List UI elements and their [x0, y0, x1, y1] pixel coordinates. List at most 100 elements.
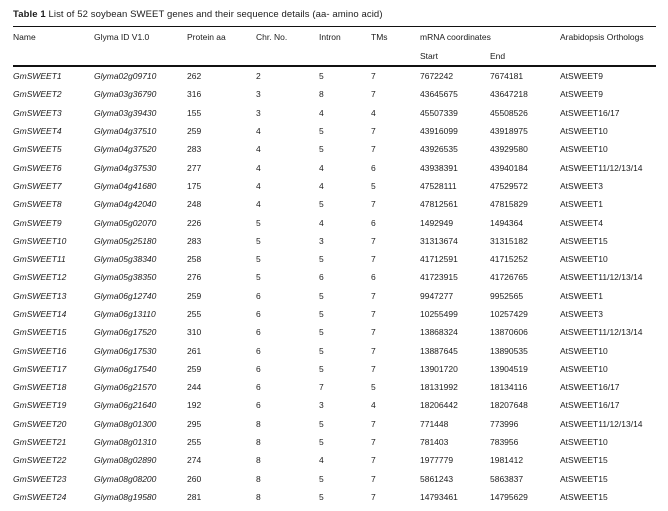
cell-protein-aa: 255 [187, 437, 202, 448]
cell-glyma-id: Glyma06g12740 [94, 290, 157, 301]
table-row: GmSWEET15 Glyma06g17520 310 6 5 7 138683… [13, 323, 656, 341]
cell-intron: 5 [319, 290, 324, 301]
cell-name: GmSWEET10 [13, 235, 67, 246]
cell-mrna-end: 18207648 [490, 400, 528, 411]
cell-tms: 7 [371, 235, 376, 246]
table-row: GmSWEET22 Glyma08g02890 274 8 4 7 197777… [13, 451, 656, 469]
cell-tms: 7 [371, 437, 376, 448]
cell-chr-no: 3 [256, 89, 261, 100]
cell-orthologs: AtSWEET10 [560, 437, 608, 448]
table-caption: Table 1 List of 52 soybean SWEET genes a… [13, 9, 656, 27]
cell-intron: 4 [319, 162, 324, 173]
cell-protein-aa: 175 [187, 180, 202, 191]
cell-mrna-start: 31313674 [420, 235, 458, 246]
cell-tms: 7 [371, 309, 376, 319]
cell-mrna-start: 13887645 [420, 345, 458, 356]
cell-tms: 7 [371, 290, 376, 301]
cell-mrna-end: 41715252 [490, 254, 528, 265]
cell-protein-aa: 295 [187, 418, 202, 429]
cell-orthologs: AtSWEET11/12/13/14 [560, 162, 643, 173]
cell-chr-no: 8 [256, 418, 261, 429]
cell-intron: 5 [319, 363, 324, 374]
table-row: GmSWEET17 Glyma06g17540 259 6 5 7 139017… [13, 360, 656, 378]
cell-name: GmSWEET8 [13, 199, 62, 210]
cell-orthologs: AtSWEET10 [560, 363, 608, 374]
cell-mrna-start: 1977779 [420, 455, 454, 466]
header-mrna-coordinates: mRNA coordinates [420, 31, 491, 42]
header-spacer [371, 46, 420, 66]
cell-glyma-id: Glyma08g01310 [94, 437, 157, 448]
table-description: List of 52 soybean SWEET genes and their… [45, 9, 383, 20]
cell-orthologs: AtSWEET9 [560, 89, 603, 100]
header-protein-aa: Protein aa [187, 31, 226, 42]
cell-protein-aa: 255 [187, 309, 202, 319]
cell-mrna-end: 43647218 [490, 89, 528, 100]
cell-intron: 3 [319, 400, 324, 411]
cell-protein-aa: 226 [187, 217, 202, 228]
cell-tms: 6 [371, 272, 376, 283]
cell-tms: 7 [371, 199, 376, 210]
table-row: GmSWEET23 Glyma08g08200 260 8 5 7 586124… [13, 470, 656, 488]
cell-protein-aa: 276 [187, 272, 202, 283]
cell-tms: 7 [371, 71, 376, 82]
cell-mrna-start: 18131992 [420, 382, 458, 393]
cell-chr-no: 6 [256, 400, 261, 411]
table-body: GmSWEET1 Glyma02g09710 262 2 5 7 7672242… [13, 66, 656, 506]
cell-tms: 7 [371, 345, 376, 356]
header-spacer [560, 46, 656, 66]
cell-chr-no: 8 [256, 473, 261, 484]
cell-intron: 5 [319, 345, 324, 356]
cell-tms: 6 [371, 162, 376, 173]
cell-protein-aa: 259 [187, 126, 202, 137]
header-row-sub: Start End [13, 46, 656, 66]
cell-intron: 6 [319, 272, 324, 283]
table-row: GmSWEET4 Glyma04g37510 259 4 5 7 4391609… [13, 122, 656, 140]
header-glyma-id: Glyma ID V1.0 [94, 31, 150, 42]
table-row: GmSWEET24 Glyma08g19580 281 8 5 7 147934… [13, 488, 656, 506]
cell-chr-no: 8 [256, 455, 261, 466]
table-row: GmSWEET21 Glyma08g01310 255 8 5 7 781403… [13, 433, 656, 451]
cell-mrna-start: 1492949 [420, 217, 454, 228]
cell-name: GmSWEET4 [13, 126, 62, 137]
cell-name: GmSWEET2 [13, 89, 62, 100]
cell-chr-no: 6 [256, 327, 261, 338]
cell-glyma-id: Glyma06g13110 [94, 309, 156, 319]
cell-intron: 4 [319, 455, 324, 466]
cell-mrna-end: 10257429 [490, 309, 528, 319]
cell-glyma-id: Glyma03g39430 [94, 107, 157, 118]
header-start: Start [420, 50, 438, 61]
cell-glyma-id: Glyma04g37510 [94, 126, 157, 137]
cell-orthologs: AtSWEET9 [560, 71, 603, 82]
cell-orthologs: AtSWEET11/12/13/14 [560, 272, 643, 283]
cell-protein-aa: 262 [187, 71, 202, 82]
cell-name: GmSWEET3 [13, 107, 62, 118]
cell-orthologs: AtSWEET10 [560, 144, 608, 155]
cell-tms: 7 [371, 254, 376, 265]
cell-mrna-start: 41712591 [420, 254, 458, 265]
cell-chr-no: 5 [256, 272, 261, 283]
cell-name: GmSWEET11 [13, 254, 66, 265]
header-spacer [13, 46, 94, 66]
cell-protein-aa: 277 [187, 162, 202, 173]
cell-mrna-end: 13890535 [490, 345, 528, 356]
cell-glyma-id: Glyma06g21570 [94, 382, 157, 393]
cell-name: GmSWEET20 [13, 418, 67, 429]
table-row: GmSWEET5 Glyma04g37520 283 4 5 7 4392653… [13, 140, 656, 158]
cell-orthologs: AtSWEET16/17 [560, 382, 620, 393]
cell-orthologs: AtSWEET11/12/13/14 [560, 327, 643, 338]
cell-glyma-id: Glyma05g38340 [94, 254, 157, 265]
cell-intron: 3 [319, 235, 324, 246]
table-number: Table 1 [13, 9, 46, 20]
cell-intron: 5 [319, 254, 324, 265]
cell-glyma-id: Glyma08g08200 [94, 473, 157, 484]
cell-glyma-id: Glyma04g37520 [94, 144, 157, 155]
cell-name: GmSWEET6 [13, 162, 62, 173]
cell-name: GmSWEET24 [13, 491, 67, 502]
cell-mrna-start: 45507339 [420, 107, 458, 118]
table-row: GmSWEET11 Glyma05g38340 258 5 5 7 417125… [13, 250, 656, 268]
table-row: GmSWEET1 Glyma02g09710 262 2 5 7 7672242… [13, 66, 656, 85]
cell-intron: 5 [319, 473, 324, 484]
cell-tms: 7 [371, 455, 376, 466]
cell-mrna-end: 31315182 [490, 235, 528, 246]
